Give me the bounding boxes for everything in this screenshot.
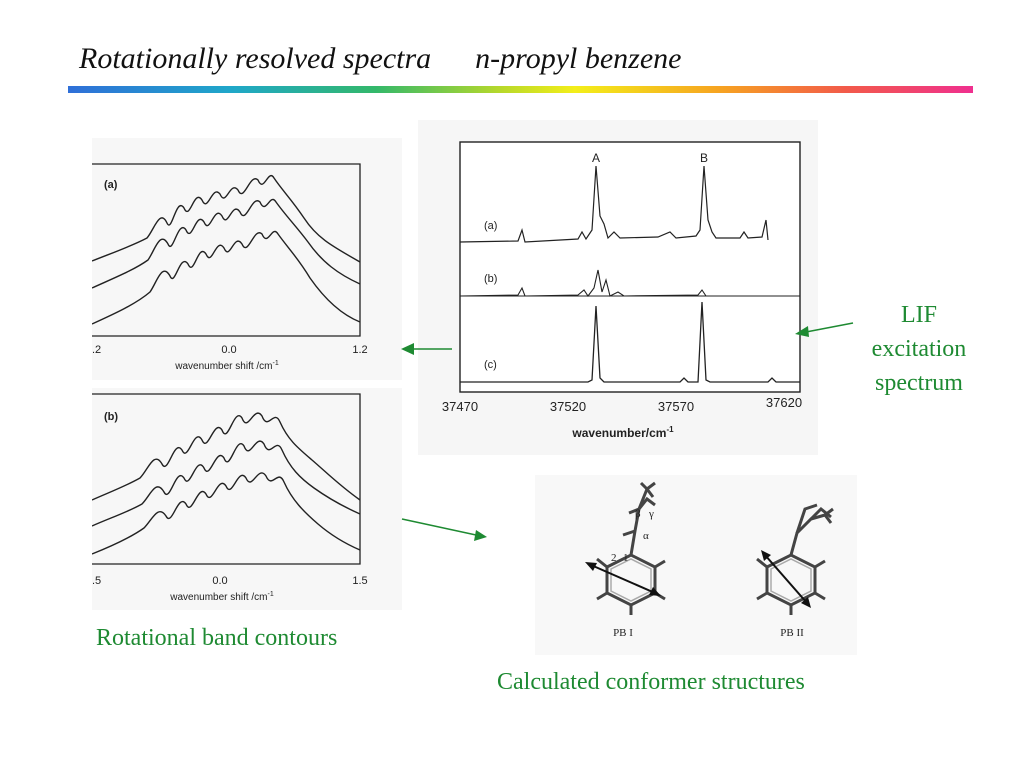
arrow-lif-to-caption: [795, 322, 854, 337]
conformer-pb1-structure: [596, 481, 666, 615]
lif-tick-label-37570: 37570: [658, 399, 694, 414]
band-b-trace-1: [92, 412, 361, 501]
arrow-band-contours-to-conformers: [401, 518, 487, 541]
conformer-pb1-label-2: 2: [611, 552, 617, 564]
slide-title-main: Rotationally resolved spectra: [79, 42, 432, 75]
lif-peak-label-b: B: [700, 151, 708, 165]
band-a-tick-label-right: 1.2: [352, 344, 367, 356]
conformer-pb1-transition-moment-arrow: [585, 562, 661, 596]
lif-tick-label-37520: 37520: [550, 399, 586, 414]
band-a-trace-3: [92, 231, 361, 325]
lif-trace-c: [460, 301, 800, 383]
lif-spectrum-figure: A B (a) (b) (c) 37470 37520 37570 37620 …: [418, 120, 818, 455]
lif-peak-label-a: A: [592, 151, 600, 165]
band-a-trace-2: [92, 199, 361, 289]
band-b-panel-label: (b): [104, 411, 118, 423]
caption-calculated-conformers: Calculated conformer structures: [497, 669, 805, 695]
caption-band-contours: Rotational band contours: [96, 625, 338, 651]
band-contour-a-figure: (a) .2 0.0 1.2 wavenumber shift /cm-1: [92, 138, 402, 380]
lif-trace-label-a: (a): [484, 220, 497, 232]
band-a-tick-label-zero: 0.0: [221, 344, 236, 356]
title-gradient-rule: [68, 86, 973, 93]
caption-lif-line-2: excitation: [871, 336, 967, 362]
band-a-trace-1: [92, 175, 361, 263]
conformer-pb1-name: PB I: [613, 627, 633, 639]
caption-lif-excitation-spectrum: LIF excitation spectrum: [858, 298, 980, 400]
lif-trace-b: [459, 269, 800, 297]
conformer-structures-figure: β γ α 2 1 PB I PB II: [535, 475, 857, 655]
caption-lif-line-3: spectrum: [875, 370, 963, 396]
band-b-tick-label-left: .5: [92, 575, 101, 587]
lif-tick-label-37620: 37620: [766, 395, 802, 410]
slide-title-molecule: n-propyl benzene: [475, 42, 682, 75]
lif-trace-label-c: (c): [484, 359, 497, 371]
band-b-trace-2: [92, 440, 361, 527]
lif-x-axis-label: wavenumber/cm-1: [571, 425, 674, 440]
band-a-x-axis-label: wavenumber shift /cm-1: [174, 360, 279, 372]
caption-lif-line-1: LIF: [901, 302, 937, 328]
conformer-pb1-label-beta: β: [635, 508, 641, 520]
arrow-lif-to-band-contours: [401, 343, 452, 355]
lif-trace-label-b: (b): [484, 273, 497, 285]
band-b-tick-label-right: 1.5: [352, 575, 367, 587]
conformer-pb2-structure: [756, 503, 834, 615]
band-b-x-axis-label: wavenumber shift /cm-1: [169, 591, 274, 603]
lif-tick-label-37470: 37470: [442, 399, 478, 414]
conformer-pb1-label-1: 1: [623, 552, 629, 564]
conformer-pb1-label-alpha: α: [643, 530, 649, 542]
band-a-tick-label-left: .2: [92, 344, 101, 356]
conformer-pb2-name: PB II: [780, 627, 804, 639]
lif-trace-a: [459, 165, 769, 243]
conformer-pb1-label-gamma: γ: [648, 508, 654, 520]
band-contour-b-figure: (b) .5 0.0 1.5 wavenumber shift /cm-1: [92, 388, 402, 610]
band-b-tick-label-zero: 0.0: [212, 575, 227, 587]
slide-title: Rotationally resolved spectra n-propyl be…: [79, 42, 681, 76]
band-b-trace-3: [92, 472, 361, 555]
conformer-pb2-transition-moment-arrow: [761, 550, 811, 608]
band-a-panel-label: (a): [104, 179, 118, 191]
